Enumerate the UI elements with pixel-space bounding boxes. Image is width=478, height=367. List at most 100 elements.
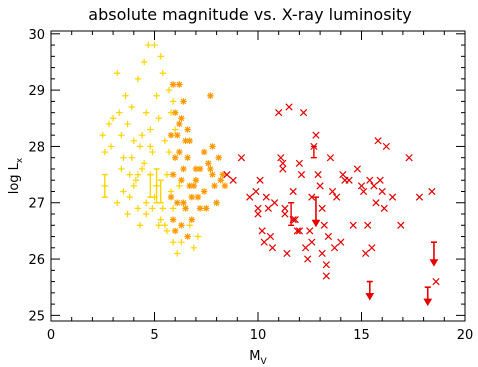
- plus-point: [147, 126, 154, 133]
- plus-point: [149, 205, 156, 212]
- plus-point: [143, 210, 150, 218]
- plus-point: [163, 171, 171, 178]
- plus-point: [105, 120, 113, 128]
- y-tick-label: 27: [28, 197, 45, 212]
- asterisk-point: [200, 148, 208, 156]
- plus-point: [145, 41, 152, 49]
- error-bar: [288, 202, 295, 226]
- x-point: [270, 199, 279, 207]
- x-point: [295, 227, 304, 235]
- x-point: [312, 131, 320, 139]
- plus-point: [116, 109, 123, 116]
- x-tick-label: 5: [150, 328, 158, 343]
- plus-point: [161, 222, 169, 229]
- asterisk-point: [186, 137, 193, 145]
- plus-point: [143, 199, 150, 206]
- y-tick-label: 30: [28, 28, 45, 43]
- plus-point: [194, 233, 202, 240]
- plus-point: [118, 131, 125, 139]
- x-point: [318, 204, 326, 213]
- x-point: [366, 176, 374, 184]
- upper-limit-arrowhead: [429, 259, 439, 267]
- asterisk-point: [172, 154, 179, 161]
- asterisk-point: [196, 205, 204, 212]
- x-point: [339, 170, 347, 179]
- plus-point: [140, 58, 148, 66]
- asterisk-point: [172, 109, 179, 116]
- plus-point: [140, 160, 148, 167]
- plus-point: [134, 171, 142, 178]
- x-point: [349, 221, 357, 229]
- x-point: [295, 159, 304, 167]
- plus-point: [138, 165, 146, 173]
- error-bar: [147, 173, 154, 198]
- x-point: [322, 261, 330, 269]
- x-point: [279, 165, 287, 173]
- chart-title: absolute magnitude vs. X-ray luminosity: [88, 5, 411, 24]
- x-point: [279, 159, 287, 167]
- x-point: [357, 182, 366, 190]
- asterisk-point: [219, 171, 227, 178]
- plus-point: [120, 154, 127, 161]
- x-point: [333, 193, 341, 201]
- x-point: [299, 109, 308, 117]
- plus-point: [176, 182, 183, 190]
- plus-point: [159, 205, 166, 212]
- plus-series-group: [99, 41, 202, 257]
- plus-point: [107, 143, 115, 150]
- asterisk-point: [209, 143, 216, 150]
- asterisk-point: [174, 199, 181, 206]
- x-point: [330, 244, 339, 252]
- x-point: [254, 204, 262, 213]
- x-point: [362, 249, 370, 258]
- x-point: [297, 170, 306, 179]
- x-point: [364, 221, 372, 229]
- x-point: [291, 216, 299, 224]
- x-point: [223, 170, 231, 179]
- plot-frame: [50, 30, 466, 322]
- asterisk-point: [178, 177, 185, 184]
- x-point: [304, 255, 312, 263]
- x-point: [320, 221, 328, 229]
- plus-point: [128, 103, 135, 111]
- asterisk-point: [221, 182, 229, 190]
- x-point: [283, 249, 291, 258]
- plus-point: [130, 137, 137, 145]
- plus-point: [134, 75, 142, 83]
- asterisk-point: [180, 165, 187, 173]
- plus-point: [101, 148, 109, 156]
- x-point: [432, 277, 440, 286]
- y-tick-label: 26: [28, 253, 45, 268]
- x-point: [264, 204, 272, 213]
- plus-point: [126, 193, 133, 201]
- x-point: [289, 187, 297, 196]
- x-point: [372, 199, 380, 207]
- asterisk-point: [217, 177, 224, 184]
- plus-point: [149, 148, 156, 156]
- x-point: [256, 176, 264, 184]
- x-point: [388, 193, 397, 201]
- plus-point: [155, 115, 162, 122]
- asterisk-point: [213, 199, 220, 206]
- x-series-group: [223, 103, 440, 286]
- x-point: [324, 232, 333, 241]
- plus-point: [172, 126, 179, 133]
- asterisk-point: [215, 154, 222, 161]
- plus-point: [169, 98, 177, 105]
- x-point: [378, 187, 386, 196]
- asterisk-point: [182, 205, 189, 212]
- x-point: [326, 154, 335, 162]
- plus-point: [130, 182, 137, 190]
- asterisk-point: [176, 148, 183, 156]
- x-point: [359, 187, 368, 196]
- x-point: [370, 182, 378, 190]
- plus-point: [99, 131, 106, 139]
- x-point: [405, 154, 413, 162]
- x-point: [316, 182, 324, 190]
- plus-point: [124, 120, 131, 128]
- plus-point: [114, 70, 121, 77]
- x-tick-label: 20: [457, 328, 474, 343]
- asterisk-point: [178, 115, 185, 122]
- x-point: [229, 176, 237, 184]
